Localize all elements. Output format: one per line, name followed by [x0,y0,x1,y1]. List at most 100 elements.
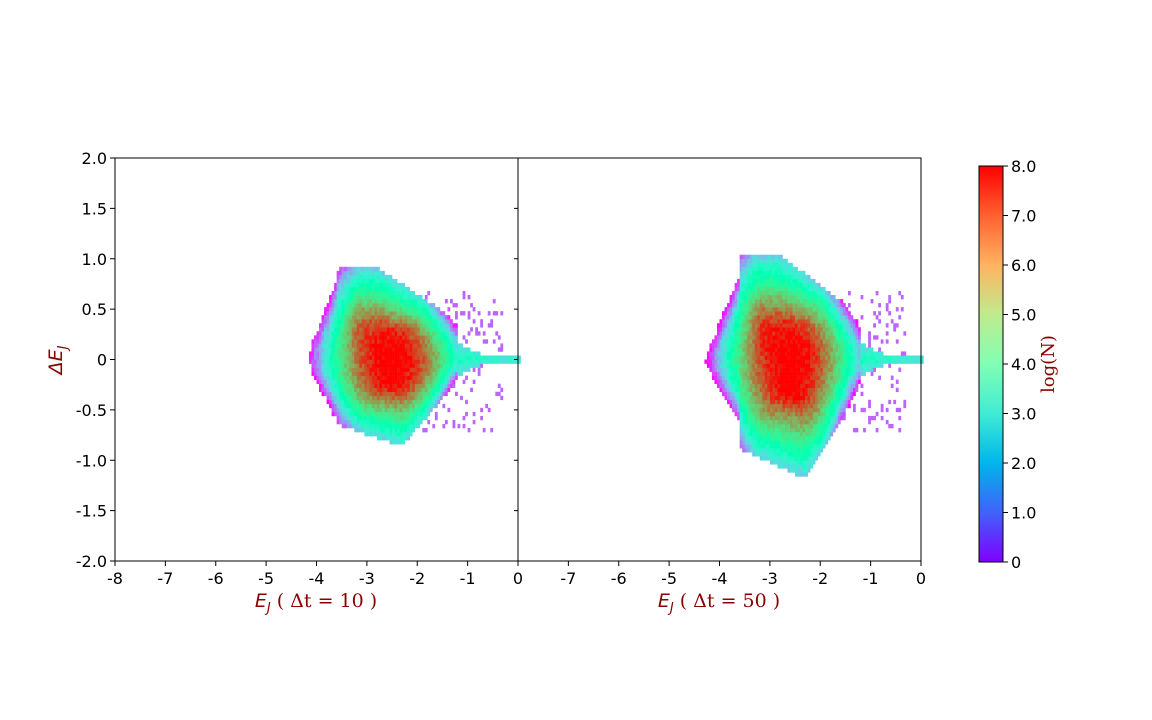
heatmap-cell [460,367,463,372]
heatmap-cell [795,351,798,356]
heatmap-cell [742,323,745,328]
heatmap-cell [394,290,398,296]
heatmap-cell [361,339,365,344]
heatmap-cell [711,359,715,364]
heatmap-cell [364,335,368,340]
heatmap-cell [900,351,904,356]
heatmap-cell [404,327,408,332]
heatmap-cell [747,282,751,288]
heatmap-cell [467,367,471,372]
heatmap-cell [359,423,363,429]
heatmap-cell [387,327,390,332]
heatmap-cell [888,299,892,304]
heatmap-cell [319,339,322,344]
heatmap-cell [414,367,418,372]
heatmap-cell [762,436,766,441]
heatmap-cell [727,327,730,332]
heatmap-cell [389,375,393,380]
heatmap-cell [754,339,758,344]
heatmap-cell [462,347,466,352]
heatmap-cell [830,363,834,368]
heatmap-cell [460,355,463,360]
heatmap-cell [452,423,456,429]
heatmap-cell [361,359,365,364]
heatmap-cell [356,355,360,360]
heatmap-cell [356,428,360,433]
heatmap-cell [414,379,418,384]
heatmap-cell [764,327,768,332]
heatmap-cell [339,383,342,389]
heatmap-cell [727,303,730,308]
heatmap-cell [737,286,740,292]
heatmap-cell [339,323,342,328]
heatmap-cell [417,411,421,417]
heatmap-cell [371,407,375,413]
heatmap-cell [402,395,405,401]
heatmap-cell [777,371,781,376]
heatmap-cell [890,383,894,389]
heatmap-cell [734,379,738,384]
heatmap-cell [868,363,871,368]
heatmap-cell [792,383,796,389]
heatmap-cell [311,351,315,356]
heatmap-cell [424,347,428,352]
heatmap-cell [737,403,740,409]
heatmap-cell [807,290,811,296]
heatmap-cell [759,295,763,300]
heatmap-cell [792,343,796,348]
heatmap-cell [734,327,738,332]
heatmap-cell [379,375,383,380]
heatmap-cell [359,339,363,344]
heatmap-cell [800,343,803,348]
heatmap-cell [779,274,783,280]
heatmap-cell [792,395,796,401]
heatmap-cell [349,415,353,421]
heatmap-cell [344,379,348,384]
heatmap-cell [807,274,811,280]
heatmap-cell [847,391,851,397]
heatmap-cell [424,387,428,393]
heatmap-cell [366,290,370,296]
heatmap-cell [381,295,385,300]
heatmap-cell [777,411,781,417]
heatmap-cell [764,311,768,316]
heatmap-cell [749,411,753,417]
heatmap-cell [737,407,740,413]
heatmap-cell [812,343,816,348]
heatmap-cell [835,339,839,344]
heatmap-cell [752,311,756,316]
heatmap-cell [835,371,839,376]
heatmap-cell [842,347,846,352]
heatmap-cell [447,307,451,312]
heatmap-cell [744,399,748,405]
heatmap-cell [742,270,745,276]
heatmap-cell [817,415,821,421]
heatmap-cell [772,432,776,437]
heatmap-cell [381,391,385,397]
heatmap-cell [764,407,768,413]
heatmap-cell [334,282,337,288]
heatmap-cell [329,399,332,405]
heatmap-cell [356,347,360,352]
heatmap-cell [795,295,798,300]
heatmap-cell [467,359,471,364]
heatmap-cell [354,307,358,312]
heatmap-cell [734,331,738,336]
heatmap-cell [722,379,725,384]
heatmap-cell [402,419,405,425]
heatmap-cell [858,327,861,332]
heatmap-cell [331,395,335,401]
xlabel-left-symbol: E [255,590,267,612]
heatmap-cell [825,303,829,308]
heatmap-cell [762,367,766,372]
heatmap-cell [316,335,320,340]
heatmap-cell [767,387,771,393]
heatmap-cell [863,428,866,433]
heatmap-cell [782,403,786,409]
heatmap-cell [802,351,806,356]
heatmap-cell [749,367,753,372]
heatmap-cell [434,371,438,376]
heatmap-cell [820,379,824,384]
heatmap-cell [790,303,793,308]
heatmap-cell [921,359,924,364]
